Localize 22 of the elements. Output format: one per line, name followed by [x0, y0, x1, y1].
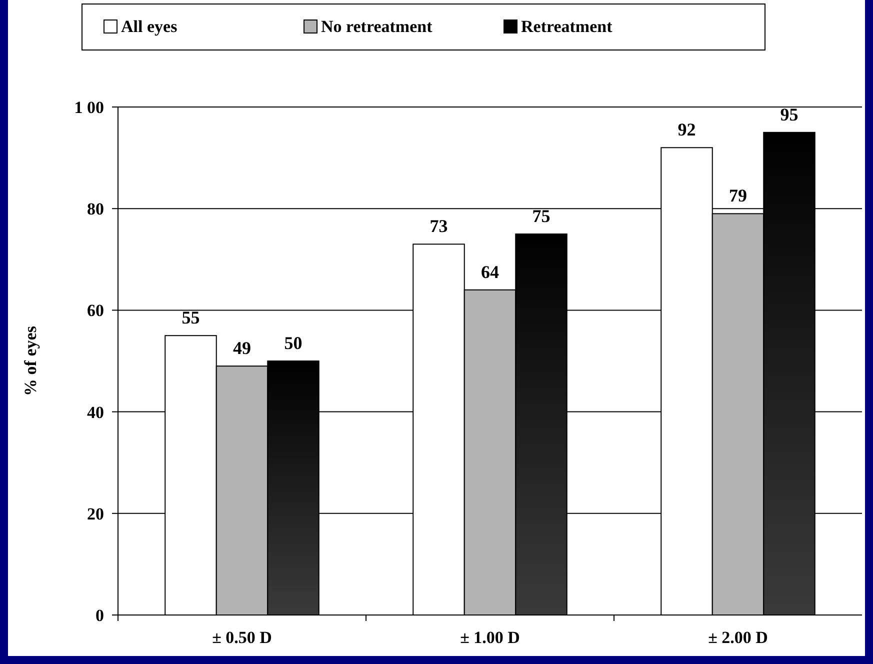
data-label: 50 — [284, 333, 302, 353]
x-tick-label: ± 0.50 D — [212, 628, 272, 647]
y-tick-label: 80 — [87, 200, 104, 219]
data-label: 75 — [532, 206, 550, 226]
y-tick-label: 60 — [87, 301, 104, 320]
data-label: 64 — [481, 262, 499, 282]
legend-label: Retreatment — [521, 17, 613, 36]
data-label: 55 — [182, 308, 200, 328]
x-tick-label: ± 1.00 D — [460, 628, 520, 647]
data-label: 73 — [430, 216, 448, 236]
y-tick-label: 20 — [87, 504, 104, 524]
data-label: 92 — [678, 120, 696, 140]
y-tick-label: 1 00 — [74, 98, 104, 117]
data-label: 95 — [780, 104, 798, 124]
y-tick-label: 40 — [87, 402, 104, 422]
data-label: 49 — [233, 338, 251, 358]
legend-label: No retreatment — [321, 17, 433, 36]
y-axis-title: % of eyes — [21, 326, 40, 396]
legend-label: All eyes — [121, 17, 178, 36]
x-tick-label: ± 2.00 D — [708, 628, 768, 647]
y-tick-label: 0 — [96, 606, 104, 625]
data-label: 79 — [729, 186, 747, 206]
